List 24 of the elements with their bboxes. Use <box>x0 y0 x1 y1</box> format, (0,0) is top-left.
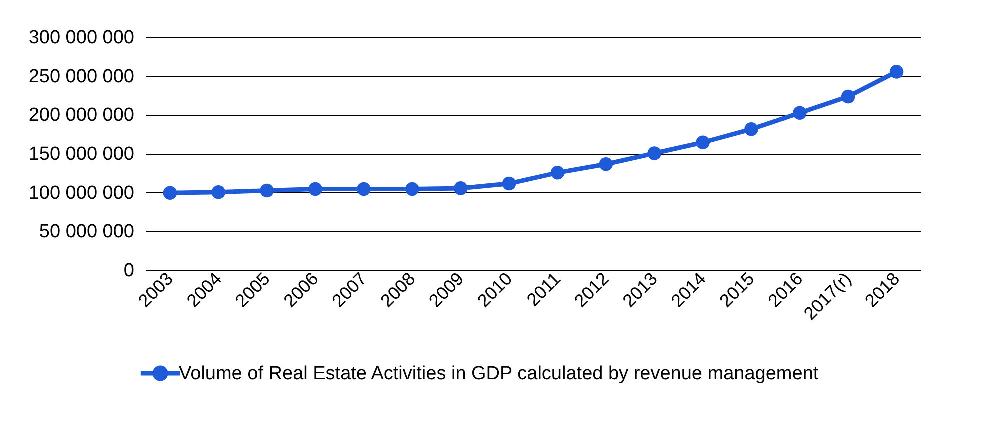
point <box>841 90 856 104</box>
point <box>502 176 516 191</box>
point <box>793 106 807 120</box>
point <box>212 185 226 200</box>
point <box>357 182 371 196</box>
point <box>163 186 178 200</box>
point <box>454 182 468 196</box>
y-tick-label: 100 000 000 <box>28 182 134 204</box>
point <box>599 157 614 172</box>
point <box>406 182 420 196</box>
point <box>648 146 662 160</box>
point <box>696 136 710 150</box>
y-tick-label: 300 000 000 <box>28 28 134 48</box>
y-tick-label: 200 000 000 <box>28 105 134 126</box>
y-tick-label: 250 000 000 <box>28 66 134 88</box>
y-tick-label: 50 000 000 <box>39 222 134 243</box>
point <box>260 184 274 198</box>
y-tick-label: 0 <box>124 260 134 282</box>
point <box>550 166 565 180</box>
point <box>744 122 758 136</box>
y-tick-label: 150 000 000 <box>28 144 134 165</box>
legend-label: Volume of Real Estate Activities in GDP calculated by revenue management <box>179 364 820 384</box>
point <box>890 65 904 79</box>
point <box>308 182 322 196</box>
